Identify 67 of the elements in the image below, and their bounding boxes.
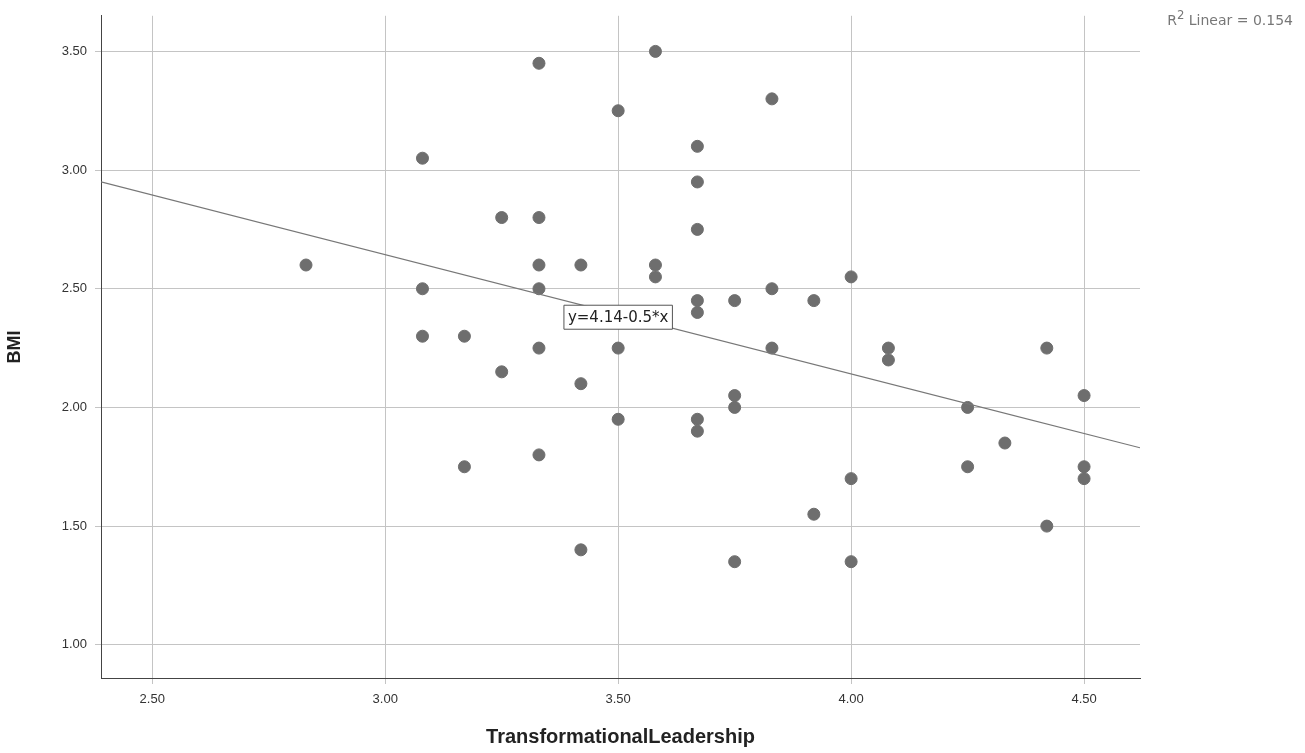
point xyxy=(1040,341,1054,355)
point xyxy=(648,44,662,58)
point xyxy=(532,448,546,462)
x-tick-label: 4.00 xyxy=(838,691,864,707)
x-tick-label: 3.00 xyxy=(372,691,398,707)
point xyxy=(690,139,704,153)
point xyxy=(457,460,471,474)
point xyxy=(728,400,742,414)
text: R$^{2}$ Linear = 0.154 xyxy=(1167,8,1293,28)
x-tick-label: 3.50 xyxy=(605,691,631,707)
x-axis-title: TransformationalLeadership xyxy=(486,724,755,747)
point xyxy=(1077,460,1091,474)
point xyxy=(574,377,588,391)
point xyxy=(844,270,858,284)
point xyxy=(299,258,313,272)
point xyxy=(807,507,821,521)
point xyxy=(1077,389,1091,403)
point xyxy=(648,270,662,284)
point xyxy=(690,222,704,236)
point xyxy=(532,56,546,70)
point xyxy=(574,543,588,557)
point xyxy=(415,282,429,296)
point xyxy=(728,555,742,569)
point xyxy=(998,436,1012,450)
point xyxy=(648,258,662,272)
y-tick-label: 3.50 xyxy=(61,42,87,58)
point xyxy=(728,294,742,308)
point xyxy=(765,282,779,296)
point xyxy=(844,555,858,569)
point xyxy=(532,258,546,272)
point xyxy=(495,365,509,379)
point xyxy=(690,175,704,189)
point xyxy=(495,211,509,225)
point xyxy=(415,151,429,165)
x-tick-label: 2.50 xyxy=(139,691,165,707)
point xyxy=(415,329,429,343)
y-tick-label: 3.00 xyxy=(61,161,87,177)
y-tick-label: 2.00 xyxy=(61,399,87,414)
annotation: y=4.14-0.5*x xyxy=(567,308,669,327)
point xyxy=(532,282,546,296)
point xyxy=(611,104,625,118)
point xyxy=(457,329,471,343)
point xyxy=(690,412,704,426)
point xyxy=(611,412,625,426)
point xyxy=(532,341,546,355)
point xyxy=(690,424,704,438)
point xyxy=(690,305,704,319)
point xyxy=(765,92,779,106)
point xyxy=(881,341,895,355)
point xyxy=(765,341,779,355)
y-tick-label: 1.00 xyxy=(61,636,87,652)
y-tick-label: 1.50 xyxy=(61,517,87,533)
point xyxy=(611,341,625,355)
point xyxy=(532,211,546,225)
point xyxy=(574,258,588,272)
y-tick-label: 2.50 xyxy=(61,280,87,296)
point xyxy=(961,460,975,474)
point xyxy=(961,400,975,414)
y-axis-title: BMI xyxy=(3,330,24,364)
point xyxy=(1077,472,1091,486)
point xyxy=(1040,519,1054,533)
point xyxy=(807,294,821,308)
x-tick-label: 4.50 xyxy=(1071,691,1097,707)
point xyxy=(844,472,858,486)
point xyxy=(881,353,895,367)
point xyxy=(728,389,742,403)
point xyxy=(690,294,704,308)
